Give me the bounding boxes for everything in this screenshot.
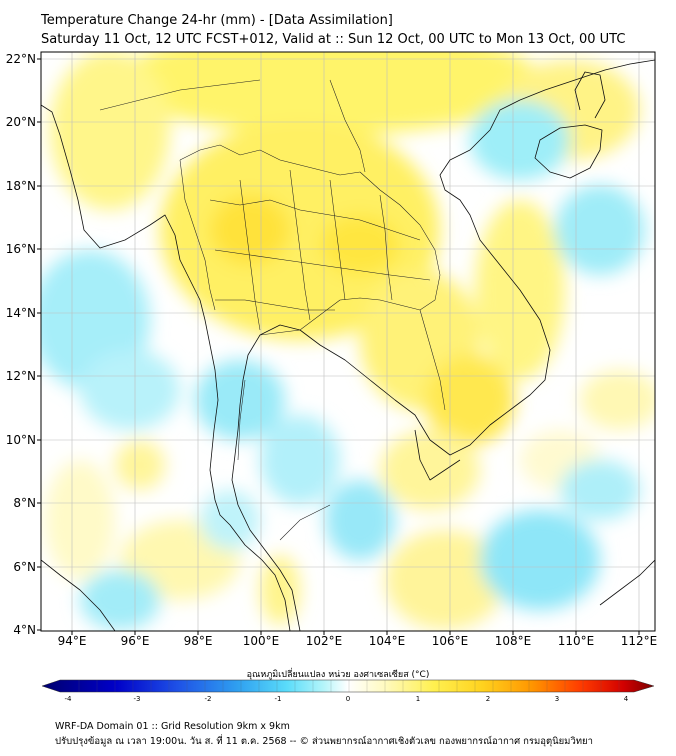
lon-tick-label: 110°E — [558, 634, 595, 648]
lat-tick-label: 4°N — [13, 623, 36, 637]
colorbar-tick-label: 2 — [486, 695, 490, 703]
lon-tick-label: 98°E — [184, 634, 213, 648]
colorbar-tick-label: 4 — [624, 695, 629, 703]
colorbar: -4 -3 -2 -1 0 1 2 3 4 — [41, 679, 655, 703]
colorbar-tick-label: 0 — [346, 695, 350, 703]
map-gridlines — [41, 52, 655, 631]
lon-tick-label: 112°E — [621, 634, 658, 648]
lon-tick-label: 94°E — [58, 634, 87, 648]
colorbar-tick-label: -3 — [134, 695, 141, 703]
lat-tick-label: 16°N — [6, 242, 36, 256]
temperature-field — [41, 52, 655, 631]
province-borders — [99, 79, 446, 541]
tick-marks — [37, 58, 640, 635]
map-title: Temperature Change 24-hr (mm) - [Data As… — [41, 11, 625, 49]
title-line-1: Temperature Change 24-hr (mm) - [Data As… — [41, 13, 393, 28]
title-line-2: Saturday 11 Oct, 12 UTC FCST+012, Valid … — [41, 32, 626, 47]
colorbar-tick-label: 3 — [555, 695, 559, 703]
lon-tick-label: 102°E — [306, 634, 343, 648]
footer-line-1: WRF-DA Domain 01 :: Grid Resolution 9km … — [55, 721, 290, 732]
colorbar-strip — [41, 679, 655, 693]
lat-tick-labels: 22°N 20°N 18°N 16°N 14°N 12°N 10°N 8°N 6… — [6, 52, 36, 637]
lon-tick-label: 108°E — [495, 634, 532, 648]
colorbar-tick-label: -1 — [275, 695, 282, 703]
lon-tick-labels: 94°E 96°E 98°E 100°E 102°E 104°E 106°E 1… — [58, 634, 658, 648]
lat-tick-label: 14°N — [6, 306, 36, 320]
lon-tick-label: 104°E — [369, 634, 406, 648]
lon-tick-label: 100°E — [243, 634, 280, 648]
lat-tick-label: 6°N — [13, 560, 36, 574]
map-footer: WRF-DA Domain 01 :: Grid Resolution 9km … — [55, 719, 593, 749]
lat-tick-label: 12°N — [6, 369, 36, 383]
lon-tick-label: 96°E — [121, 634, 150, 648]
lat-tick-label: 8°N — [13, 496, 36, 510]
colorbar-tick-label: 1 — [416, 695, 420, 703]
lat-tick-label: 18°N — [6, 179, 36, 193]
colorbar-title: อุณหภูมิเปลี่ยนแปลง หน่วย องศาเซลเซียส (… — [246, 670, 430, 680]
lon-tick-label: 106°E — [432, 634, 469, 648]
colorbar-segments — [78, 680, 620, 692]
coastlines — [41, 59, 655, 631]
colorbar-tick-label: -4 — [65, 695, 73, 703]
lat-tick-label: 22°N — [6, 52, 36, 66]
footer-line-2: ปรับปรุงข้อมูล ณ เวลา 19:00น. วัน ส. ที่… — [55, 736, 593, 747]
map-frame — [40, 51, 656, 632]
lat-tick-label: 10°N — [6, 433, 36, 447]
lat-tick-label: 20°N — [6, 115, 36, 129]
colorbar-tick-label: -2 — [205, 695, 212, 703]
